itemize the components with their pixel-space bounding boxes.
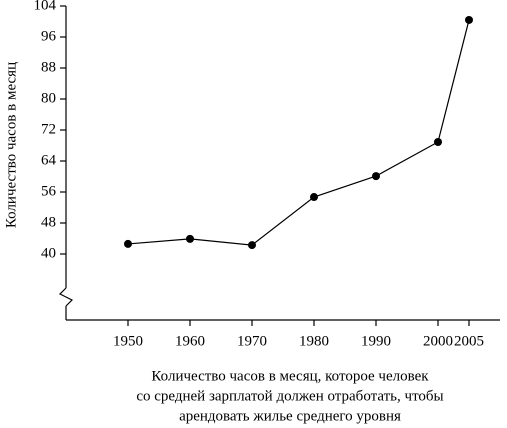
x-axis-label: арендовать жилье среднего уровня — [179, 408, 401, 424]
axis-break — [58, 287, 74, 307]
y-tick-label: 48 — [41, 214, 56, 230]
x-tick-label: 1990 — [361, 333, 391, 349]
point — [186, 234, 194, 243]
point — [310, 193, 318, 202]
y-tick-label: 40 — [41, 245, 56, 261]
line — [127, 19, 470, 246]
x-axis-label: Количество часов в месяц, которое челове… — [151, 368, 429, 384]
point — [372, 172, 380, 181]
y-tick-label: 88 — [41, 59, 56, 75]
point — [465, 15, 473, 24]
x-tick-label: 1980 — [299, 333, 329, 349]
x-tick-label: 2000 — [423, 333, 453, 349]
x-tick-label: 1970 — [237, 333, 267, 349]
point — [124, 239, 132, 248]
x-axis-label: со средней зарплатой должен отработать, … — [136, 388, 443, 404]
y-tick-label: 96 — [41, 28, 57, 44]
y-tick-label: 72 — [41, 121, 56, 137]
y-axis-label: Количество часов в месяц — [3, 62, 19, 228]
point — [434, 138, 442, 147]
y-tick-label: 80 — [41, 90, 56, 106]
y-tick-label: 104 — [34, 0, 57, 13]
point — [248, 241, 256, 250]
x-tick-label: 2005 — [454, 333, 484, 349]
x-tick-label: 1960 — [175, 333, 205, 349]
y-tick-label: 56 — [41, 183, 57, 199]
x-tick-label: 1950 — [113, 333, 143, 349]
y-tick-label: 64 — [41, 152, 57, 168]
